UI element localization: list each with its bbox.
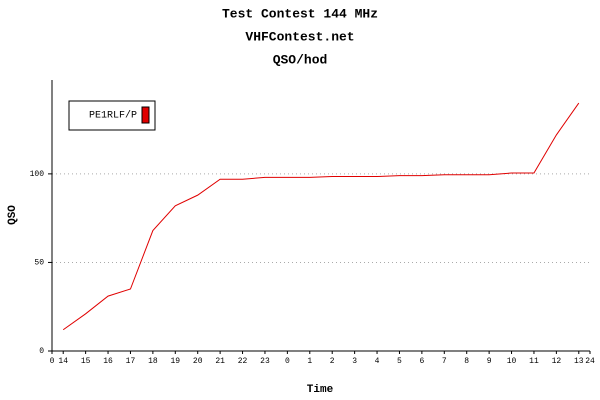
x-tick-label: 5 <box>397 357 402 366</box>
x-tick-label: 1 <box>307 357 312 366</box>
x-tick-label: 19 <box>170 357 180 366</box>
x-axis-label: Time <box>307 384 334 396</box>
chart-subtitle: QSO/hod <box>273 52 328 67</box>
y-tick-label: 0 <box>39 347 44 356</box>
x-tick-label: 3 <box>352 357 357 366</box>
legend-box <box>68 100 156 131</box>
x-tick-label: 11 <box>529 357 539 366</box>
x-tick-label: 13 <box>574 357 584 366</box>
x-tick-label: 18 <box>148 357 158 366</box>
chart-subtitle: VHFContest.net <box>245 29 354 44</box>
x-tick-label: 24 <box>585 357 595 366</box>
x-tick-label: 0 <box>285 357 290 366</box>
x-tick-label: 22 <box>238 357 248 366</box>
x-tick-label: 7 <box>442 357 447 366</box>
line <box>62 102 580 331</box>
x-tick-label: 20 <box>193 357 203 366</box>
y-tick-label: 50 <box>34 259 44 268</box>
x-tick-label: 4 <box>375 357 380 366</box>
y-tick-label: 100 <box>30 170 45 179</box>
legend-swatch <box>141 106 150 124</box>
x-tick-label: 14 <box>58 357 68 366</box>
x-tick-label: 23 <box>260 357 270 366</box>
x-tick-label: 10 <box>507 357 517 366</box>
legend-label: PE1RLF/P <box>89 110 137 122</box>
chart-title: Test Contest 144 MHz <box>222 6 378 21</box>
x-tick-label: 2 <box>330 357 335 366</box>
x-tick-label: 9 <box>487 357 492 366</box>
y-axis-label: QSO <box>7 205 19 225</box>
x-tick-label: 16 <box>103 357 113 366</box>
x-tick-label: 0 <box>50 357 55 366</box>
x-tick-label: 8 <box>464 357 469 366</box>
x-tick-label: 6 <box>419 357 424 366</box>
x-tick-label: 12 <box>552 357 562 366</box>
x-tick-label: 21 <box>215 357 225 366</box>
x-tick-label: 17 <box>126 357 136 366</box>
x-tick-label: 15 <box>81 357 91 366</box>
